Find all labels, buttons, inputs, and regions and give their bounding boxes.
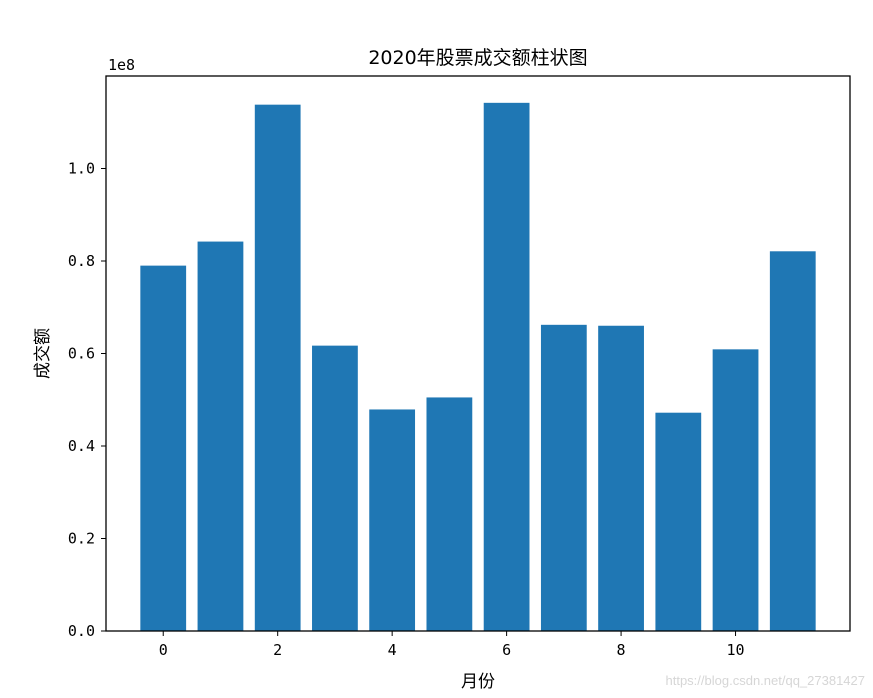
bar-month-9 bbox=[655, 412, 702, 631]
chart-title: 2020年股票成交额柱状图 bbox=[368, 47, 587, 69]
bar-month-3 bbox=[312, 345, 358, 631]
watermark-text: https://blog.csdn.net/qq_27381427 bbox=[665, 673, 866, 688]
y-axis-label: 成交额 bbox=[33, 328, 53, 379]
y-ticks-group: 0.0 0.2 0.4 0.6 0.8 1.0 bbox=[68, 160, 106, 640]
bar-month-10 bbox=[712, 349, 759, 631]
x-tick-label: 10 bbox=[727, 641, 745, 659]
bars-group bbox=[140, 102, 816, 632]
y-tick-label: 0.2 bbox=[68, 530, 95, 548]
bar-month-11 bbox=[769, 251, 816, 632]
x-tick-label: 0 bbox=[159, 641, 168, 659]
y-axis-offset-label: 1e8 bbox=[108, 56, 135, 74]
y-tick-label: 0.0 bbox=[68, 622, 95, 640]
x-axis-label: 月份 bbox=[461, 672, 495, 692]
y-tick-label: 0.4 bbox=[68, 437, 95, 455]
bar-month-2 bbox=[254, 104, 301, 632]
bar-month-0 bbox=[140, 265, 187, 632]
y-tick-label: 1.0 bbox=[68, 160, 95, 178]
y-tick-label: 0.6 bbox=[68, 345, 95, 363]
bar-month-4 bbox=[369, 409, 416, 631]
bar-month-5 bbox=[426, 397, 473, 631]
bar-month-6 bbox=[483, 102, 530, 631]
bar-month-1 bbox=[197, 241, 244, 631]
x-tick-label: 2 bbox=[273, 641, 282, 659]
x-tick-label: 6 bbox=[502, 641, 511, 659]
plot-frame bbox=[105, 75, 851, 632]
x-tick-label: 8 bbox=[617, 641, 626, 659]
x-tick-label: 4 bbox=[388, 641, 397, 659]
bar-month-7 bbox=[540, 324, 587, 631]
y-tick-label: 0.8 bbox=[68, 252, 95, 270]
x-ticks-group: 0 2 4 6 8 10 bbox=[159, 631, 745, 659]
bar-month-8 bbox=[598, 325, 644, 631]
